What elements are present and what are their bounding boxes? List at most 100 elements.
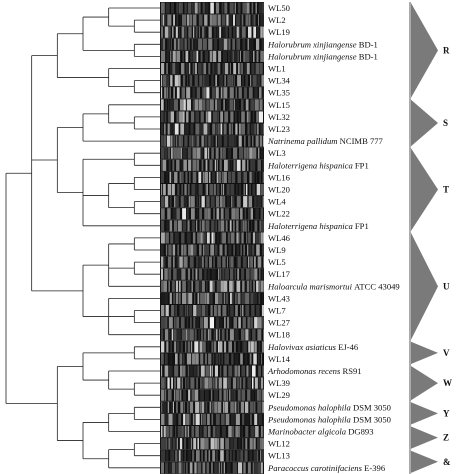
strain-label: WL13	[268, 451, 290, 461]
gel-lane	[160, 14, 264, 27]
strain-name: WL3	[268, 148, 286, 158]
strain-name: WL23	[268, 124, 290, 134]
strain-name: RS91	[342, 366, 361, 376]
cluster-wedge	[411, 341, 438, 364]
gel-lane	[160, 425, 264, 438]
strain-genus: Haloterrigena hispanica	[267, 221, 355, 231]
strain-name: WL20	[268, 185, 290, 195]
cluster-wedge	[411, 232, 438, 340]
strain-name: BD-1	[359, 51, 378, 61]
strain-label: Haloterrigena hispanica FP1	[267, 160, 369, 170]
cluster-label: &	[443, 457, 451, 467]
cluster-wedge	[411, 402, 438, 425]
strain-name: WL9	[268, 245, 286, 255]
strain-label: WL17	[268, 269, 291, 279]
gel-lane	[160, 207, 264, 220]
gel-lane	[160, 86, 264, 99]
gel-lane	[160, 449, 264, 462]
gel-lane	[160, 98, 264, 111]
strain-name: WL2	[268, 15, 286, 25]
gel-lane	[160, 401, 264, 414]
strain-label: WL4	[268, 197, 286, 207]
gel-lane	[160, 389, 264, 402]
strain-label: Pseudomonas halophila DSM 3050	[267, 402, 391, 412]
strain-name: WL17	[268, 269, 291, 279]
cluster-label: Y	[443, 408, 450, 418]
strain-name: WL35	[268, 88, 290, 98]
cluster-label: S	[443, 118, 448, 128]
strain-genus: Pseudomonas halophila	[267, 402, 353, 412]
gel-lane	[160, 340, 264, 353]
gel-lane	[160, 62, 264, 75]
strain-label: WL27	[268, 318, 291, 328]
gel-lane	[160, 280, 264, 293]
strain-name: WL39	[268, 378, 290, 388]
strain-label: WL20	[268, 185, 290, 195]
gel-lane	[160, 110, 264, 123]
strain-label: WL18	[268, 330, 290, 340]
strain-name: WL4	[268, 197, 286, 207]
strain-label: Halovivax asiaticus EJ-46	[267, 342, 359, 352]
cluster-wedge	[411, 426, 438, 449]
strain-label: Marinobacter algicola DG893	[267, 427, 374, 437]
strain-label: Halorubrum xinjiangense BD-1	[267, 39, 378, 49]
strain-name: WL34	[268, 76, 291, 86]
strain-name: WL15	[268, 100, 290, 110]
strain-genus: Haloterrigena hispanica	[267, 160, 355, 170]
cluster-group: &	[409, 449, 451, 474]
strain-name: WL13	[268, 451, 290, 461]
strain-label: WL29	[268, 390, 290, 400]
gel-lane	[160, 231, 264, 244]
strain-label: WL22	[268, 209, 290, 219]
strain-label: Pseudomonas halophila DSM 3050	[267, 414, 391, 424]
cluster-groups: R S T U V W Y Z &	[409, 2, 452, 474]
strain-label: WL1	[268, 64, 286, 74]
strain-label: WL50	[268, 3, 290, 13]
gel-lane	[160, 365, 264, 378]
cluster-group: V	[409, 340, 450, 365]
strain-label: Haloarcula marismortui ATCC 43049	[267, 281, 400, 291]
strain-name: E-396	[364, 463, 386, 473]
cluster-group: R	[409, 2, 450, 99]
strain-name: WL12	[268, 439, 290, 449]
strain-label: WL35	[268, 88, 290, 98]
strain-genus: Arhodomonas recens	[267, 366, 342, 376]
strain-label: Haloterrigena hispanica FP1	[267, 221, 369, 231]
strain-genus: Halovivax asiaticus	[267, 342, 338, 352]
strain-name: WL43	[268, 293, 290, 303]
strain-genus: Haloarcula marismortui	[267, 281, 354, 291]
strain-name: WL29	[268, 390, 290, 400]
strain-label: WL32	[268, 112, 290, 122]
gel-lane	[160, 147, 264, 160]
cluster-group: Y	[409, 401, 450, 426]
strain-genus: Halorubrum xinjiangense	[267, 39, 359, 49]
cluster-wedge	[411, 450, 438, 473]
strain-label: WL7	[268, 306, 286, 316]
strain-label: Halorubrum xinjiangense BD-1	[267, 51, 378, 61]
strain-name: WL32	[268, 112, 290, 122]
gel-lane	[160, 244, 264, 257]
gel-lane	[160, 50, 264, 63]
strain-name: FP1	[355, 160, 369, 170]
strain-label: Natrinema pallidum NCIMB 777	[267, 136, 384, 146]
gel-lanes	[160, 2, 264, 474]
strain-label: WL12	[268, 439, 290, 449]
strain-label: WL16	[268, 172, 291, 182]
strain-name: WL16	[268, 172, 291, 182]
strain-name: DG893	[348, 427, 373, 437]
cluster-wedge	[411, 3, 438, 98]
strain-name: WL50	[268, 3, 290, 13]
strain-genus: Marinobacter algicola	[267, 427, 348, 437]
gel-lane	[160, 219, 264, 232]
gel-lane	[160, 256, 264, 269]
strain-name: WL46	[268, 233, 291, 243]
gel-lane	[160, 377, 264, 390]
cluster-group: W	[409, 365, 452, 402]
gel-lane	[160, 123, 264, 136]
strain-genus: Natrinema pallidum	[267, 136, 340, 146]
cluster-wedge	[411, 99, 438, 147]
gel-lane	[160, 304, 264, 317]
gel-lane	[160, 74, 264, 87]
